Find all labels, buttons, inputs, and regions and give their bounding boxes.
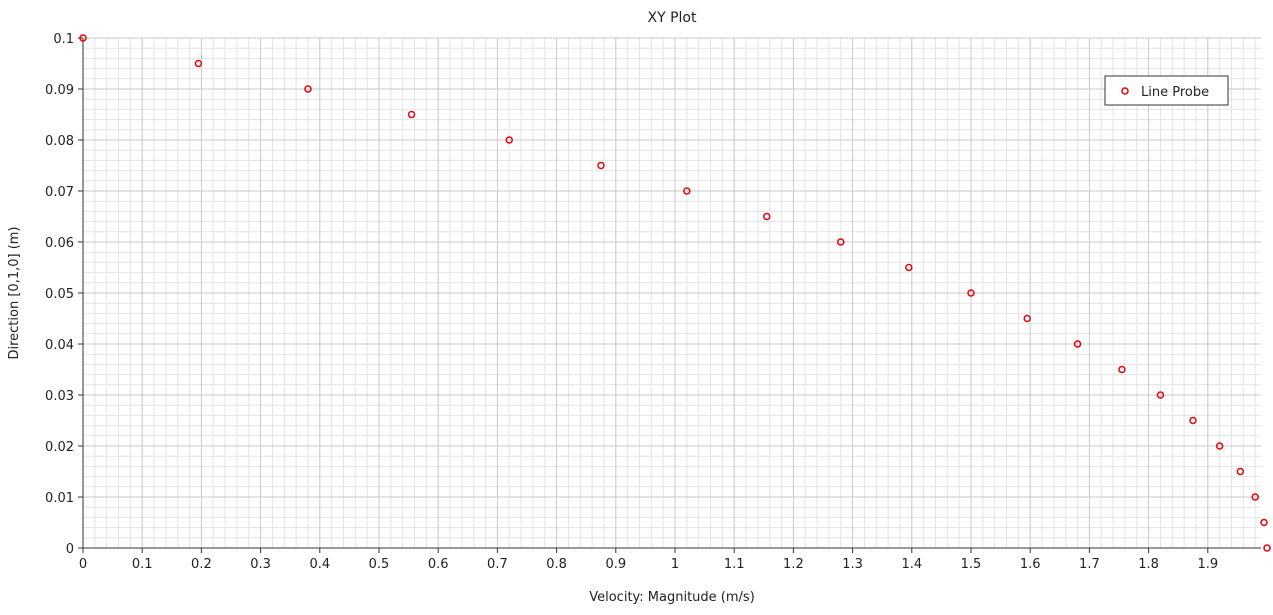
x-tick-label: 0.1 bbox=[132, 557, 153, 572]
x-tick-label: 1.7 bbox=[1079, 557, 1100, 572]
data-point bbox=[1215, 442, 1224, 450]
x-tick-label: 1 bbox=[671, 557, 679, 572]
data-point bbox=[505, 136, 513, 144]
y-tick-label: 0.09 bbox=[45, 83, 74, 98]
data-point bbox=[905, 263, 913, 272]
data-point bbox=[1156, 391, 1165, 399]
data-point bbox=[1073, 340, 1082, 348]
y-tick-label: 0.01 bbox=[45, 491, 74, 506]
y-tick-label: 0.04 bbox=[45, 338, 74, 353]
x-tick-label: 1.8 bbox=[1138, 557, 1159, 572]
data-point bbox=[79, 34, 87, 42]
y-tick-label: 0.03 bbox=[45, 389, 74, 404]
x-tick-label: 0.6 bbox=[428, 557, 449, 572]
x-tick-label: 0.8 bbox=[546, 557, 567, 572]
data-point bbox=[837, 238, 845, 246]
legend-marker bbox=[1121, 87, 1129, 95]
y-tick-label: 0.02 bbox=[45, 440, 74, 455]
legend-label: Line Probe bbox=[1141, 85, 1209, 100]
data-point bbox=[1189, 416, 1197, 425]
legend: Line Probe bbox=[1104, 75, 1229, 106]
data-point bbox=[194, 59, 203, 68]
x-tick-label: 1.3 bbox=[842, 557, 863, 572]
x-tick-label: 1.4 bbox=[901, 557, 922, 572]
x-tick-label: 0 bbox=[79, 557, 87, 572]
data-point bbox=[763, 212, 771, 221]
data-point bbox=[1251, 493, 1259, 501]
y-tick-label: 0.07 bbox=[45, 185, 74, 200]
x-axis-ticks: 0 0.1 0.2 0.3 0.4 0.5 0.6 0.7 0.8 0.9 1 1.1 1.2 1.3 1.… bbox=[79, 548, 1218, 572]
data-points bbox=[79, 34, 1271, 552]
x-tick-label: 0.4 bbox=[309, 557, 330, 572]
x-tick-label: 1.1 bbox=[724, 557, 745, 572]
x-tick-label: 1.6 bbox=[1020, 557, 1041, 572]
x-tick-label: 1.9 bbox=[1197, 557, 1218, 572]
data-point bbox=[1260, 518, 1268, 527]
legend-box bbox=[1104, 75, 1229, 106]
y-tick-label: 0.05 bbox=[45, 287, 74, 302]
y-axis-label: Direction [0,1,0] (m) bbox=[7, 226, 22, 359]
data-point bbox=[683, 187, 691, 195]
x-tick-label: 0.5 bbox=[369, 557, 390, 572]
data-point bbox=[1263, 544, 1271, 552]
data-point bbox=[407, 110, 416, 119]
x-tick-label: 1.2 bbox=[783, 557, 804, 572]
data-point bbox=[304, 85, 312, 93]
chart-title: XY Plot bbox=[648, 10, 697, 26]
data-point bbox=[1118, 365, 1126, 374]
data-point bbox=[967, 289, 975, 297]
data-point bbox=[1023, 314, 1031, 323]
x-tick-label: 0.2 bbox=[191, 557, 212, 572]
data-point bbox=[597, 161, 605, 170]
x-tick-label: 0.9 bbox=[605, 557, 626, 572]
x-tick-label: 0.7 bbox=[487, 557, 508, 572]
data-point bbox=[1236, 467, 1245, 476]
major-gridlines bbox=[83, 37, 1261, 548]
y-axis-ticks: 0 0.01 0.02 0.03 0.04 0.05 0.06 0.07 0.08 0.09 0.1 bbox=[45, 32, 83, 557]
y-tick-label: 0.06 bbox=[45, 236, 74, 251]
y-tick-label: 0.08 bbox=[45, 134, 74, 149]
x-tick-label: 0.3 bbox=[250, 557, 271, 572]
x-tick-label: 1.5 bbox=[961, 557, 982, 572]
y-tick-label: 0 bbox=[66, 542, 74, 557]
x-axis-label: Velocity: Magnitude (m/s) bbox=[589, 590, 755, 605]
y-tick-label: 0.1 bbox=[53, 32, 74, 47]
